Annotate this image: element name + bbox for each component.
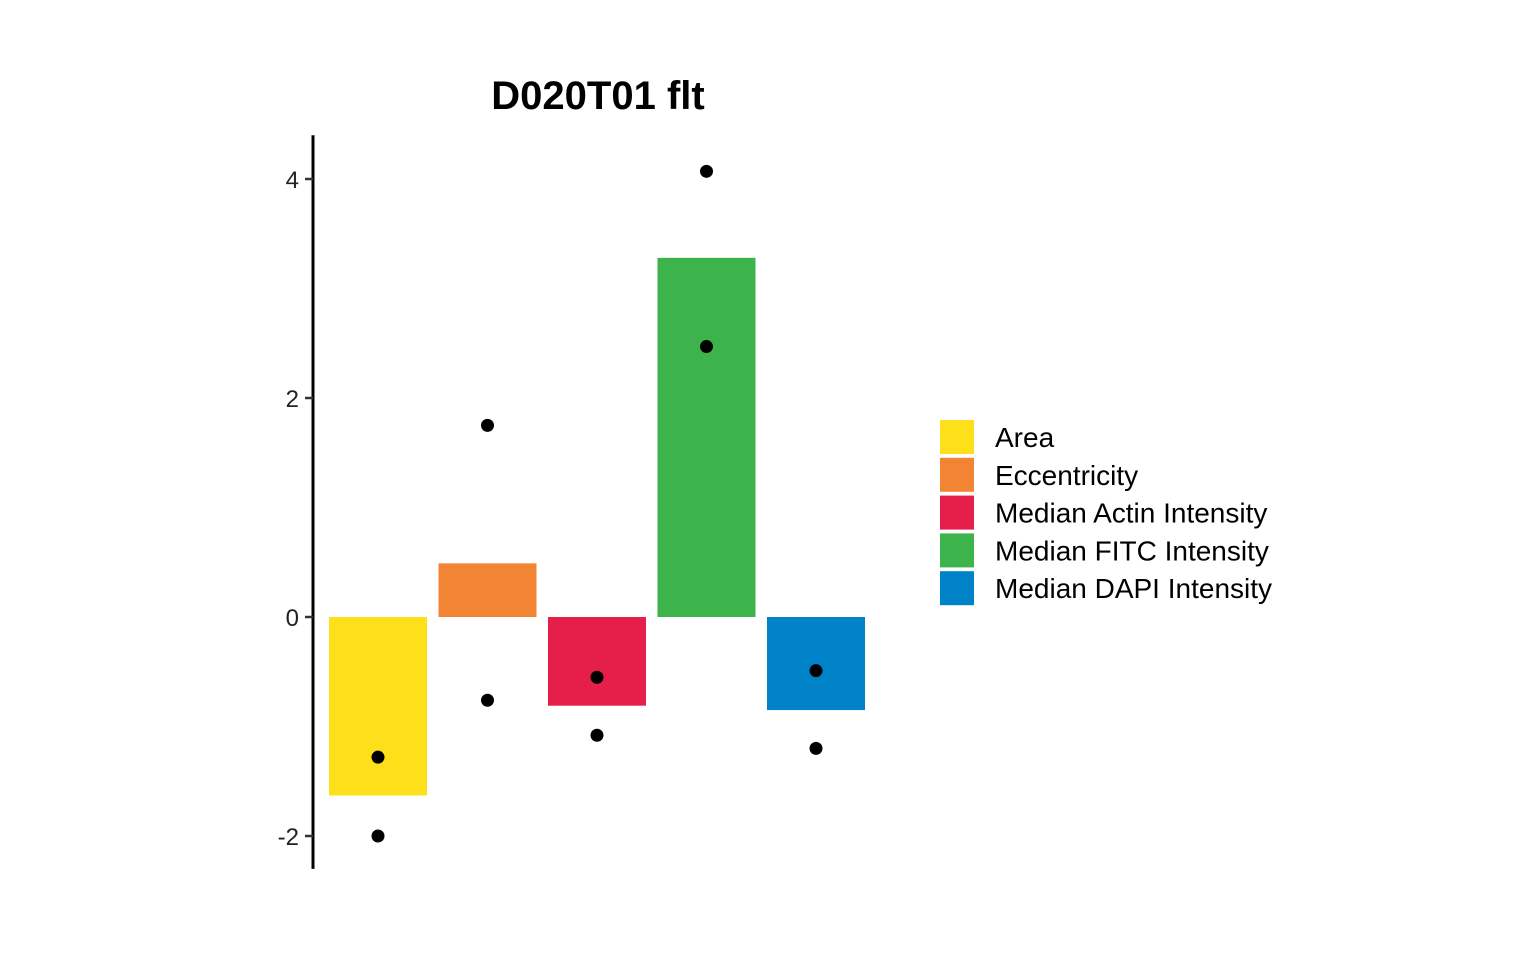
- data-point: [590, 728, 604, 742]
- data-point: [809, 741, 823, 755]
- data-points: [371, 164, 823, 843]
- bars: [329, 257, 865, 796]
- data-point: [481, 693, 494, 707]
- y-tick-label: 4: [286, 167, 299, 194]
- legend-label: Median FITC Intensity: [995, 535, 1269, 566]
- data-point: [700, 164, 713, 178]
- y-tick-label: 0: [286, 605, 299, 632]
- data-point: [371, 829, 385, 843]
- legend-key: [940, 533, 974, 568]
- legend-key: [940, 457, 974, 492]
- data-point: [809, 664, 823, 678]
- y-tick-label: -2: [278, 824, 299, 851]
- legend-key: [940, 571, 974, 606]
- bar-median-fitc-intensity: [657, 257, 756, 617]
- y-tick-label: 2: [286, 386, 299, 413]
- legend-label: Median Actin Intensity: [995, 498, 1267, 529]
- data-point: [700, 340, 713, 354]
- bar-median-dapi-intensity: [767, 617, 865, 711]
- y-axis: -2 0 2 4: [278, 135, 315, 869]
- legend-key: [940, 420, 974, 454]
- legend: Area Eccentricity Median Actin Intensity Me…: [940, 420, 1272, 606]
- bar-area: [329, 617, 427, 796]
- data-point: [371, 750, 385, 764]
- bar-eccentricity: [438, 563, 537, 617]
- legend-label: Median DAPI Intensity: [995, 573, 1272, 604]
- legend-key: [940, 495, 974, 530]
- bar-median-actin-intensity: [548, 617, 646, 706]
- data-point: [590, 670, 604, 684]
- data-point: [481, 418, 494, 432]
- legend-label: Eccentricity: [995, 460, 1138, 491]
- legend-label: Area: [995, 422, 1055, 453]
- chart-title: D020T01 flt: [491, 74, 704, 118]
